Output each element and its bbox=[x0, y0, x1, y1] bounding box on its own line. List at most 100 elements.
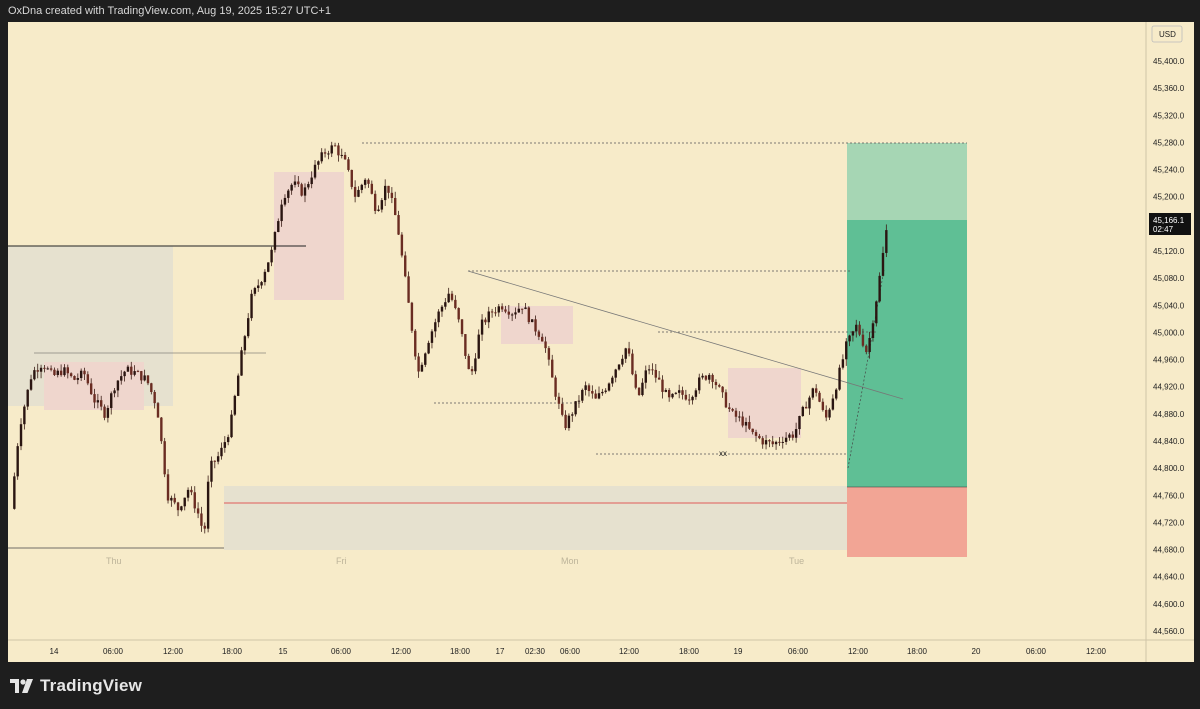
price-tick-label: 45,240.0 bbox=[1153, 166, 1185, 175]
countdown-text: 02:47 bbox=[1153, 225, 1174, 234]
time-tick-label: 06:00 bbox=[560, 647, 581, 656]
candle-body bbox=[273, 231, 277, 250]
chart-frame[interactable]: xx Thu Fri Mon Tue 45,400.0 45,360.0 45,32… bbox=[8, 22, 1194, 662]
candle-body bbox=[490, 311, 494, 313]
candle-body bbox=[136, 371, 140, 373]
candle-body bbox=[444, 302, 447, 307]
candle-body bbox=[23, 406, 26, 425]
price-tick-label: 45,200.0 bbox=[1153, 193, 1185, 202]
candle-body bbox=[36, 370, 39, 372]
time-axis[interactable]: 14 06:00 12:00 18:00 15 06:00 12:00 18:00 17 02:3… bbox=[50, 647, 1107, 656]
tradingview-brand[interactable]: TradingView bbox=[10, 676, 142, 696]
candle-body bbox=[591, 391, 594, 394]
candle-body bbox=[106, 408, 110, 418]
price-tick-label: 44,600.0 bbox=[1153, 600, 1185, 609]
candle-body bbox=[160, 417, 163, 442]
candle-body bbox=[427, 342, 430, 354]
candle-body bbox=[323, 152, 327, 154]
candle-body bbox=[424, 353, 427, 365]
candle-body bbox=[53, 369, 56, 376]
candle-body bbox=[824, 409, 828, 418]
candle-body bbox=[110, 393, 113, 409]
price-tick-label: 44,760.0 bbox=[1153, 491, 1185, 500]
candle-body bbox=[66, 367, 69, 374]
candle-body bbox=[307, 184, 310, 188]
candle-body bbox=[270, 249, 273, 263]
candle-body bbox=[407, 276, 410, 303]
candle-body bbox=[551, 359, 554, 378]
day-label-tue: Tue bbox=[789, 556, 804, 566]
candle-body bbox=[213, 460, 216, 462]
candle-body bbox=[49, 368, 53, 370]
candle-body bbox=[527, 307, 531, 323]
candle-body bbox=[350, 169, 353, 187]
candle-body bbox=[711, 374, 714, 382]
candle-body bbox=[43, 367, 46, 369]
price-chart[interactable]: xx Thu Fri Mon Tue 45,400.0 45,360.0 45,32… bbox=[8, 22, 1194, 662]
candle-body bbox=[788, 434, 791, 438]
candle-body bbox=[537, 331, 541, 337]
candle-body bbox=[831, 398, 835, 410]
candle-body bbox=[216, 456, 220, 462]
candle-body bbox=[641, 382, 644, 396]
time-tick-label: 14 bbox=[50, 647, 59, 656]
candle-body bbox=[664, 389, 668, 392]
candle-body bbox=[708, 374, 711, 380]
candle-body bbox=[253, 288, 257, 294]
candle-body bbox=[828, 409, 831, 418]
candle-body bbox=[287, 190, 290, 198]
candle-body bbox=[564, 414, 567, 429]
currency-label[interactable]: USD bbox=[1159, 30, 1176, 39]
candle-body bbox=[574, 401, 577, 415]
candle-body bbox=[868, 338, 871, 353]
candle-body bbox=[761, 438, 764, 445]
price-axis[interactable]: 45,400.0 45,360.0 45,320.0 45,280.0 45,240.0… bbox=[1153, 57, 1185, 636]
candle-body bbox=[337, 145, 340, 156]
candle-body bbox=[363, 179, 367, 185]
equal-lows-annotation: xx bbox=[719, 449, 727, 458]
lines-layer bbox=[8, 142, 967, 549]
candle-body bbox=[504, 309, 507, 312]
candle-body bbox=[210, 460, 213, 482]
candle-body bbox=[313, 164, 317, 178]
candle-body bbox=[758, 435, 761, 439]
candle-body bbox=[644, 370, 647, 383]
candle-body bbox=[357, 189, 360, 197]
time-tick-label: 12:00 bbox=[848, 647, 869, 656]
time-tick-label: 18:00 bbox=[222, 647, 243, 656]
candle-body bbox=[878, 275, 881, 302]
candle-body bbox=[69, 373, 73, 377]
candle-body bbox=[170, 497, 173, 501]
candle-body bbox=[470, 369, 474, 372]
candle-body bbox=[627, 348, 631, 354]
price-tick-label: 45,080.0 bbox=[1153, 274, 1185, 283]
candle-body bbox=[440, 306, 444, 312]
candle-body bbox=[230, 414, 233, 438]
candle-body bbox=[621, 358, 624, 365]
candle-body bbox=[203, 525, 206, 529]
candle-body bbox=[547, 348, 551, 360]
demand-zone-bottom bbox=[224, 486, 860, 550]
candle-body bbox=[140, 371, 143, 381]
day-labels: Thu Fri Mon Tue bbox=[106, 556, 804, 566]
time-tick-label: 06:00 bbox=[788, 647, 809, 656]
candle-body bbox=[414, 330, 417, 357]
candle-body bbox=[240, 350, 243, 376]
candle-body bbox=[738, 416, 741, 418]
candle-body bbox=[163, 441, 166, 475]
candle-body bbox=[791, 434, 794, 438]
candle-body bbox=[390, 192, 394, 198]
candle-body bbox=[404, 255, 407, 277]
candle-body bbox=[567, 415, 571, 429]
candle-body bbox=[383, 185, 387, 201]
candle-body bbox=[577, 400, 581, 402]
candle-body bbox=[93, 394, 96, 403]
candle-body bbox=[861, 334, 865, 346]
candle-body bbox=[464, 334, 467, 356]
candle-body bbox=[651, 369, 654, 371]
time-tick-label: 06:00 bbox=[103, 647, 124, 656]
target-zone bbox=[847, 220, 967, 487]
candle-body bbox=[327, 153, 330, 155]
currency-button-box[interactable] bbox=[1151, 25, 1183, 43]
chart-header: OxDna created with TradingView.com, Aug … bbox=[0, 0, 1200, 22]
